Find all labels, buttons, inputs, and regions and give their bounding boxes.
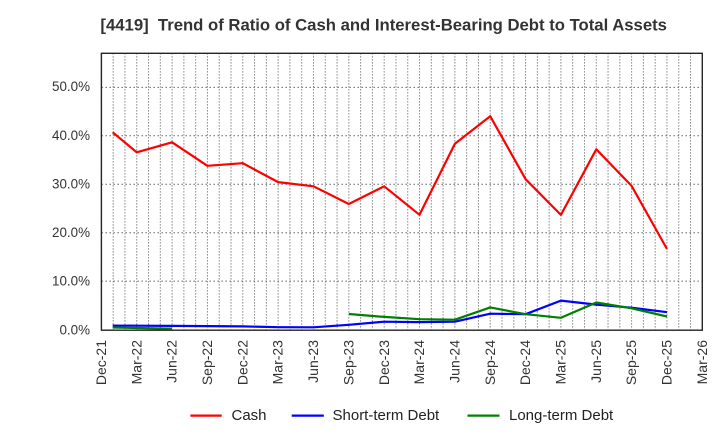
svg-text:0.0%: 0.0% — [59, 322, 90, 337]
svg-text:Mar-23: Mar-23 — [270, 340, 286, 385]
svg-text:Mar-26: Mar-26 — [694, 340, 710, 385]
svg-text:Dec-22: Dec-22 — [234, 340, 250, 385]
svg-text:Dec-24: Dec-24 — [517, 340, 533, 385]
svg-text:40.0%: 40.0% — [52, 128, 90, 143]
svg-text:Jun-25: Jun-25 — [588, 340, 604, 383]
svg-text:Sep-25: Sep-25 — [623, 340, 639, 385]
svg-text:10.0%: 10.0% — [52, 274, 90, 289]
svg-text:Short-term Debt: Short-term Debt — [333, 407, 441, 424]
svg-text:[4419] Trend of Ratio of Cash: [4419] Trend of Ratio of Cash and Intere… — [100, 16, 667, 35]
svg-text:Sep-24: Sep-24 — [482, 340, 498, 385]
svg-text:Sep-22: Sep-22 — [199, 340, 215, 385]
svg-text:Sep-23: Sep-23 — [340, 340, 356, 385]
svg-text:Jun-24: Jun-24 — [447, 340, 463, 383]
svg-text:Jun-22: Jun-22 — [164, 340, 180, 383]
svg-text:Long-term Debt: Long-term Debt — [509, 407, 614, 424]
svg-text:Mar-22: Mar-22 — [128, 340, 144, 385]
svg-text:Dec-21: Dec-21 — [93, 340, 109, 385]
svg-text:Cash: Cash — [232, 407, 267, 424]
svg-text:Jun-23: Jun-23 — [305, 340, 321, 383]
svg-text:Mar-25: Mar-25 — [553, 340, 569, 385]
svg-text:50.0%: 50.0% — [52, 79, 90, 94]
svg-text:30.0%: 30.0% — [52, 176, 90, 191]
svg-text:Dec-25: Dec-25 — [659, 340, 675, 385]
svg-text:Dec-23: Dec-23 — [376, 340, 392, 385]
svg-text:20.0%: 20.0% — [52, 225, 90, 240]
svg-text:Mar-24: Mar-24 — [411, 340, 427, 385]
